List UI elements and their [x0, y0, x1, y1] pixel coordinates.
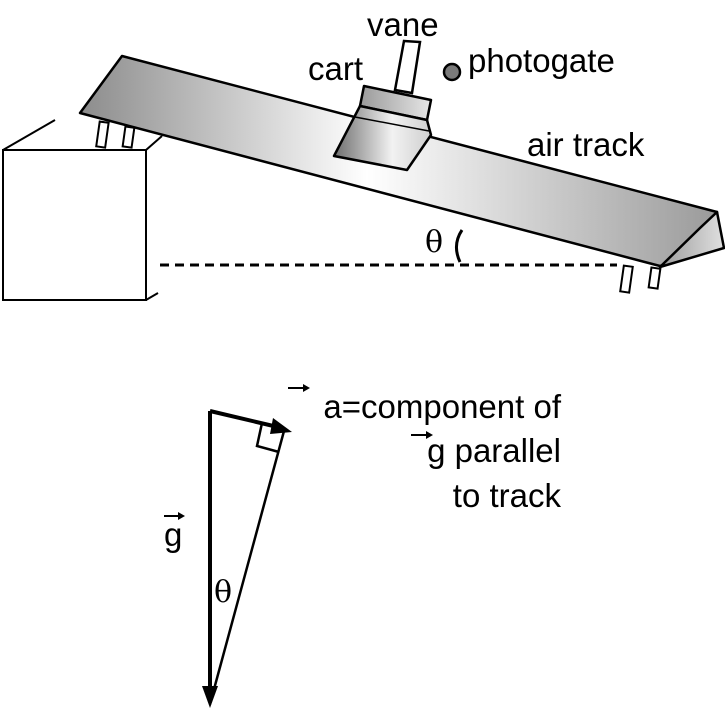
air-track-label: air track — [527, 126, 645, 163]
track-angle-arc — [455, 229, 464, 263]
g-symbol-left: g — [164, 516, 182, 553]
support-box — [2, 119, 163, 301]
right-angle-marker — [255, 422, 280, 454]
a-vector-arrowhead — [270, 418, 292, 434]
g-vector-arrowhead — [202, 686, 218, 708]
photogate-sensor — [442, 62, 462, 82]
a-definition-line2: g parallel — [411, 431, 561, 469]
triangle-angle-label: θ — [214, 575, 232, 610]
a-description: =component of — [342, 388, 562, 425]
cart-label: cart — [308, 50, 363, 87]
track-angle-label: θ — [425, 225, 443, 260]
cart-body — [332, 104, 433, 172]
a-symbol: a — [323, 388, 342, 425]
g-label-left: g — [164, 512, 185, 553]
a-definition-line1: a=component of — [288, 384, 562, 425]
svg-text:a=component of: a=component of — [323, 388, 561, 425]
g-symbol-right: g — [427, 432, 445, 469]
triangle-hypotenuse — [208, 430, 286, 705]
photogate-label: photogate — [468, 42, 615, 79]
track-right-legs — [619, 264, 662, 294]
a-definition-line3: to track — [453, 477, 562, 514]
vane — [393, 39, 422, 95]
cart — [332, 84, 433, 172]
vane-label: vane — [367, 6, 439, 43]
svg-text:g parallel: g parallel — [427, 432, 561, 469]
a-vector — [209, 409, 283, 430]
air-track-end-cap — [658, 210, 725, 269]
vector-triangle — [202, 409, 292, 708]
g-parallel-text: parallel — [445, 432, 561, 469]
